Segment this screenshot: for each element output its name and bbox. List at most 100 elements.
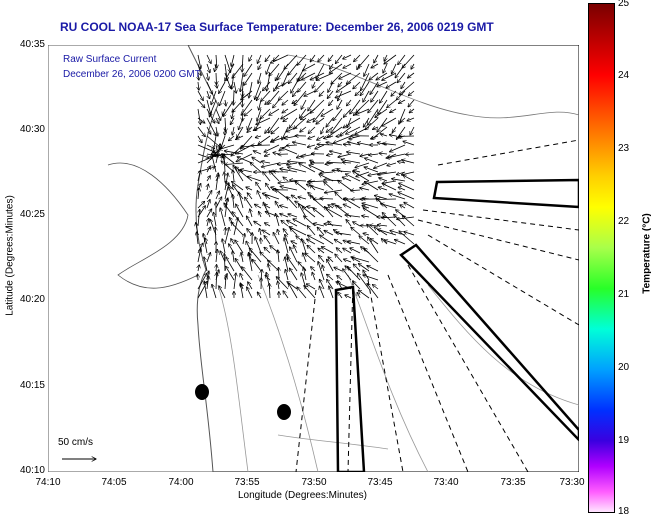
current-vector bbox=[282, 99, 289, 105]
current-vector bbox=[231, 222, 244, 236]
current-vector bbox=[394, 214, 406, 227]
current-vector bbox=[327, 274, 334, 281]
current-vector bbox=[401, 171, 415, 175]
current-vector bbox=[307, 117, 316, 122]
transect-boxes bbox=[334, 178, 579, 472]
current-vector bbox=[216, 249, 217, 263]
current-vector bbox=[317, 144, 334, 145]
map-title: RU COOL NOAA-17 Sea Surface Temperature:… bbox=[60, 20, 494, 34]
current-vector bbox=[350, 248, 361, 254]
current-vector bbox=[247, 287, 253, 299]
x-tick-label: 73:55 bbox=[234, 477, 260, 488]
current-vector bbox=[327, 90, 334, 99]
x-tick-label: 73:50 bbox=[301, 477, 327, 488]
current-vector bbox=[197, 248, 201, 263]
current-vector bbox=[383, 143, 397, 145]
current-vector bbox=[395, 63, 406, 78]
current-vector bbox=[399, 81, 415, 95]
current-vector bbox=[401, 81, 406, 89]
current-vector bbox=[262, 193, 280, 200]
current-vector bbox=[245, 197, 253, 209]
current-vector bbox=[289, 117, 298, 128]
current-vector bbox=[235, 240, 244, 254]
current-vector bbox=[300, 126, 307, 132]
y-tick-label: 40:10 bbox=[19, 465, 45, 476]
current-vector bbox=[329, 99, 334, 106]
current-vector bbox=[364, 248, 379, 263]
current-vector bbox=[215, 191, 220, 200]
current-vector bbox=[315, 144, 325, 149]
current-vector bbox=[287, 257, 298, 272]
current-vector bbox=[370, 239, 379, 245]
current-vector bbox=[197, 157, 213, 164]
current-vector bbox=[307, 145, 316, 147]
current-vector bbox=[198, 274, 199, 281]
current-vector bbox=[207, 72, 209, 80]
current-vector bbox=[319, 286, 325, 299]
current-vector bbox=[244, 63, 253, 77]
current-vector bbox=[382, 184, 397, 191]
current-vector bbox=[360, 81, 370, 96]
current-vector bbox=[280, 169, 298, 173]
current-vector bbox=[363, 90, 370, 102]
bay-contour bbox=[287, 54, 579, 119]
inland-contour bbox=[107, 162, 199, 289]
current-vector bbox=[239, 192, 244, 209]
current-vector bbox=[230, 117, 235, 125]
current-vector bbox=[406, 154, 415, 155]
current-vector bbox=[309, 165, 325, 173]
current-vector bbox=[328, 205, 334, 209]
current-vector bbox=[336, 248, 343, 254]
current-vector bbox=[264, 144, 280, 152]
current-vector bbox=[256, 117, 271, 125]
current-vector bbox=[276, 81, 289, 88]
current-vector bbox=[288, 167, 307, 173]
current-vector bbox=[374, 162, 388, 168]
current-vector bbox=[308, 135, 316, 139]
current-vector bbox=[364, 182, 379, 191]
current-vector bbox=[287, 161, 307, 163]
current-vector bbox=[232, 181, 244, 191]
current-vector bbox=[269, 283, 270, 299]
current-vector bbox=[225, 228, 226, 236]
current-vector bbox=[206, 63, 210, 73]
current-vector bbox=[283, 117, 289, 122]
current-vector bbox=[266, 183, 271, 191]
current-vector bbox=[219, 81, 226, 94]
current-vector bbox=[259, 228, 261, 236]
current-vector bbox=[280, 205, 289, 209]
current-vector bbox=[275, 72, 280, 81]
current-vector bbox=[264, 247, 271, 254]
current-vector bbox=[233, 251, 235, 263]
current-vector bbox=[336, 233, 352, 236]
current-vector bbox=[345, 295, 352, 299]
current-vector bbox=[211, 90, 217, 105]
current-vector bbox=[320, 235, 334, 245]
current-vector bbox=[206, 108, 215, 123]
current-vector bbox=[316, 72, 334, 80]
current-vector bbox=[270, 54, 289, 63]
current-vector bbox=[206, 166, 210, 173]
current-vector bbox=[254, 204, 262, 209]
current-vector bbox=[215, 197, 222, 209]
current-vector bbox=[261, 162, 280, 167]
current-vector bbox=[233, 81, 236, 93]
current-vector bbox=[361, 72, 370, 91]
current-vector bbox=[304, 286, 316, 299]
current-vector bbox=[222, 108, 225, 115]
current-vector bbox=[338, 180, 352, 191]
current-vector bbox=[282, 108, 289, 113]
current-vector bbox=[356, 171, 370, 177]
current-vector bbox=[298, 197, 307, 199]
current-vector bbox=[364, 167, 379, 173]
current-vector bbox=[297, 287, 307, 299]
current-vector bbox=[249, 248, 262, 263]
current-vector bbox=[197, 144, 215, 152]
current-vector bbox=[280, 214, 289, 218]
current-vector bbox=[216, 272, 217, 290]
current-vector bbox=[244, 72, 253, 85]
temperature-colorbar bbox=[588, 3, 615, 513]
current-vector bbox=[375, 108, 388, 118]
current-vector bbox=[255, 136, 262, 138]
current-vector bbox=[246, 187, 253, 190]
